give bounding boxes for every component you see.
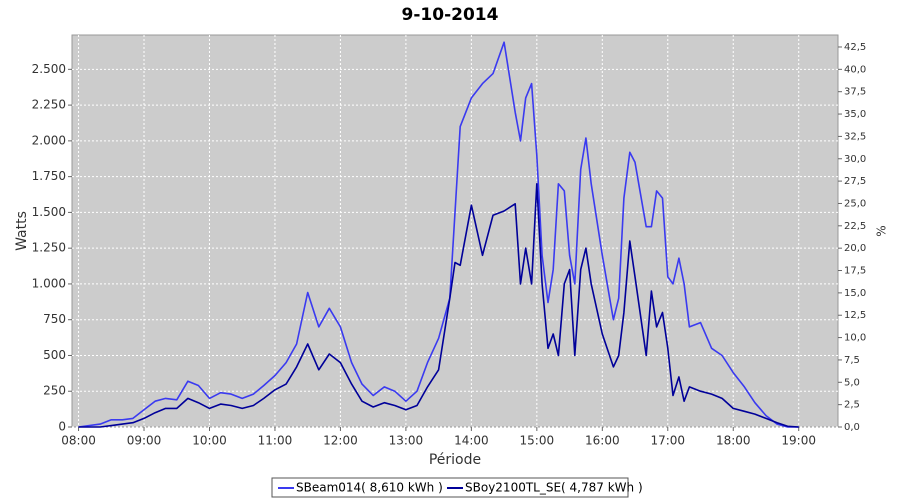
y-tick-label: 1.500: [32, 205, 66, 219]
y2-tick-label: 17,5: [844, 266, 866, 277]
x-tick-label: 19:00: [781, 434, 816, 448]
y-tick-label: 750: [43, 312, 66, 326]
y2-tick-label: 25,0: [844, 198, 866, 209]
y2-tick-label: 20,0: [844, 243, 866, 254]
y2-tick-label: 0,0: [844, 422, 860, 433]
x-tick-label: 17:00: [650, 434, 685, 448]
legend-label: SBoy2100TL_SE( 4,787 kWh ): [465, 481, 643, 495]
y2-tick-label: 30,0: [844, 154, 866, 165]
x-axis-label: Période: [429, 452, 481, 468]
x-tick-label: 10:00: [192, 434, 227, 448]
x-tick-label: 13:00: [389, 434, 424, 448]
y-tick-label: 1.750: [32, 169, 66, 183]
x-tick-label: 18:00: [716, 434, 751, 448]
y2-tick-label: 10,0: [844, 333, 866, 344]
legend-label: SBeam014( 8,610 kWh ): [296, 481, 443, 495]
x-tick-label: 14:00: [454, 434, 489, 448]
y2-axis-label: %: [875, 225, 889, 236]
y2-tick-label: 32,5: [844, 131, 866, 142]
y2-tick-label: 2,5: [844, 400, 860, 411]
y2-tick-label: 5,0: [844, 377, 860, 388]
y2-tick-label: 22,5: [844, 221, 866, 232]
y-tick-label: 1.000: [32, 276, 66, 290]
series-line: [78, 183, 799, 428]
y-tick-label: 1.250: [32, 241, 66, 255]
y2-tick-label: 12,5: [844, 310, 866, 321]
y2-tick-label: 27,5: [844, 176, 866, 187]
y2-tick-label: 40,0: [844, 64, 866, 75]
y-axis-label: Watts: [14, 211, 30, 251]
y-tick-label: 500: [43, 348, 66, 362]
y-tick-label: 2.500: [32, 62, 66, 76]
plot-area: [71, 34, 839, 428]
x-tick-label: 12:00: [323, 434, 358, 448]
y2-tick-label: 42,5: [844, 42, 866, 53]
y-tick-label: 250: [43, 384, 66, 398]
y-tick-label: 0: [58, 420, 66, 434]
series-line: [78, 41, 799, 428]
x-tick-label: 08:00: [61, 434, 96, 448]
y2-tick-label: 15,0: [844, 288, 866, 299]
x-tick-label: 15:00: [520, 434, 555, 448]
y2-tick-label: 37,5: [844, 87, 866, 98]
x-tick-label: 11:00: [258, 434, 293, 448]
y2-tick-label: 35,0: [844, 109, 866, 120]
y-tick-label: 2.250: [32, 98, 66, 112]
y2-tick-label: 7,5: [844, 355, 860, 366]
x-tick-label: 09:00: [127, 434, 162, 448]
y-tick-label: 2.000: [32, 133, 66, 147]
chart-title: 9-10-2014: [402, 5, 499, 25]
x-tick-label: 16:00: [585, 434, 620, 448]
